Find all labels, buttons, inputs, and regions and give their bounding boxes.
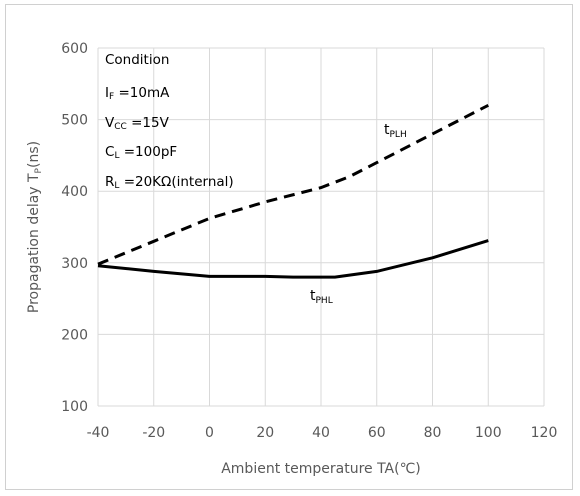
tplh-curve	[97, 103, 489, 266]
x-tick-label: 40	[312, 425, 330, 441]
y-axis-title-unit: (ns)	[26, 141, 42, 168]
series-label-main: t	[310, 288, 316, 304]
series-label-plh: tPLH	[384, 122, 407, 140]
condition-value: =20KΩ(internal)	[119, 174, 233, 190]
condition-value: =10mA	[114, 85, 170, 101]
condition-subscript: L	[114, 181, 119, 191]
y-axis-title-sub: P	[34, 167, 44, 173]
condition-value: =15V	[127, 115, 170, 131]
y-axis-title-main: Propagation delay T	[26, 173, 42, 313]
condition-line: RL =20KΩ(internal)	[105, 174, 234, 191]
y-tick-label: 300	[61, 256, 88, 272]
series-lines	[97, 103, 489, 279]
x-tick-labels: -40 -20 0 20 40 60 80 100 120	[87, 425, 558, 441]
x-tick-label: -40	[87, 425, 110, 441]
series-label-sub: PHL	[316, 296, 333, 306]
y-tick-label: 500	[61, 113, 88, 129]
y-tick-labels: 100 200 300 400 500 600	[61, 41, 88, 415]
y-tick-label: 200	[61, 327, 88, 343]
condition-symbol: V	[105, 115, 115, 131]
x-tick-label: 0	[205, 425, 214, 441]
y-tick-label: 400	[61, 184, 88, 200]
y-tick-label: 100	[61, 399, 88, 415]
x-tick-label: 60	[368, 425, 386, 441]
x-axis-title: Ambient temperature TA(℃)	[221, 461, 421, 477]
condition-subscript: CC	[114, 122, 127, 132]
x-tick-label: 120	[531, 425, 558, 441]
condition-subscript: F	[109, 92, 114, 102]
condition-symbol: I	[105, 85, 109, 101]
condition-symbol: Condition	[105, 52, 169, 68]
x-tick-label: 100	[475, 425, 502, 441]
x-tick-label: 80	[424, 425, 442, 441]
y-axis-title: Propagation delay TP(ns)	[26, 141, 44, 313]
x-tick-label: 20	[256, 425, 274, 441]
condition-line: Condition	[105, 52, 169, 68]
series-label-phl: tPHL	[310, 288, 333, 306]
series-label-main: t	[384, 122, 390, 138]
condition-symbol: C	[105, 144, 114, 160]
x-tick-label: -20	[142, 425, 165, 441]
chart-frame	[5, 4, 573, 490]
condition-symbol: R	[105, 174, 114, 190]
series-label-sub: PLH	[390, 130, 407, 140]
condition-value: =100pF	[119, 144, 177, 160]
condition-subscript: L	[114, 151, 119, 161]
tphl-curve	[97, 239, 489, 279]
condition-line: VCC =15V	[105, 115, 170, 132]
y-tick-label: 600	[61, 41, 88, 57]
condition-line: CL =100pF	[105, 144, 177, 161]
condition-line: IF =10mA	[105, 85, 170, 102]
grid-lines	[97, 47, 545, 407]
